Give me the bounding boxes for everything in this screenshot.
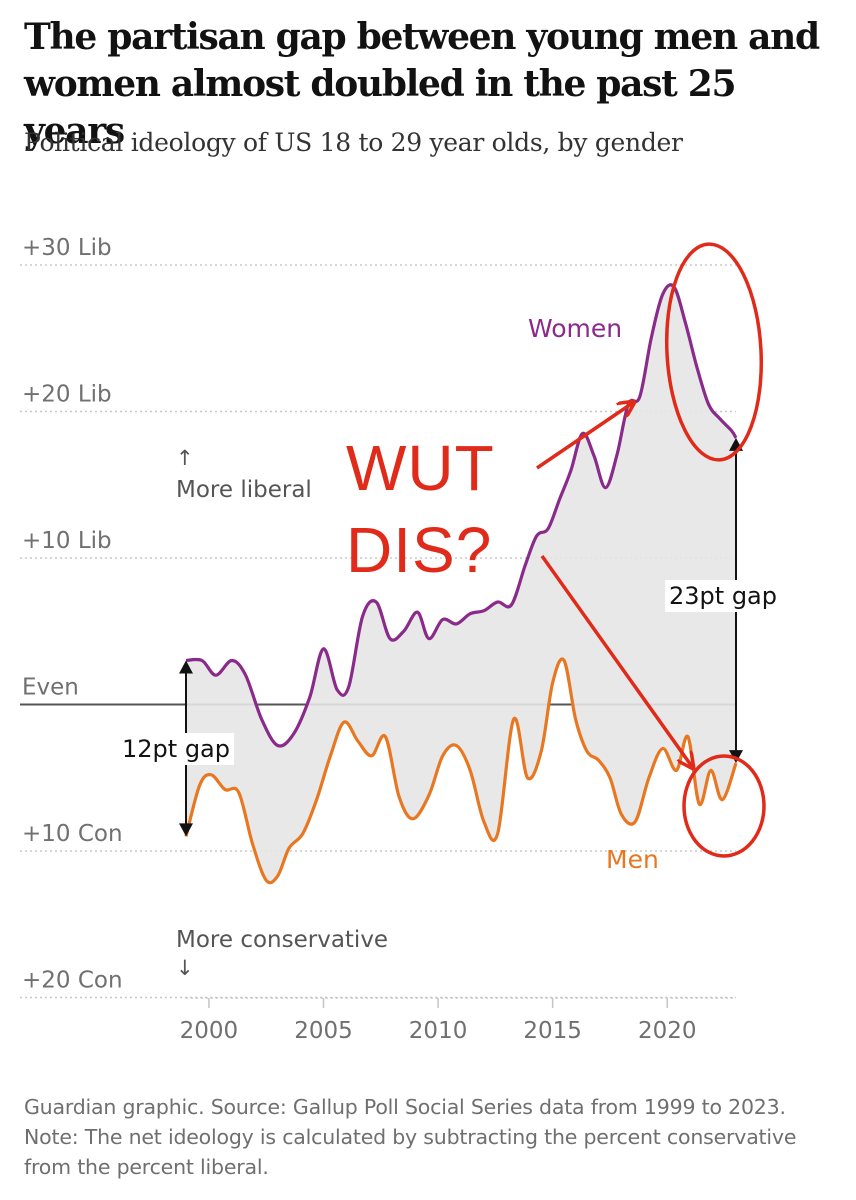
series-label-women: Women [528, 314, 622, 343]
x-tick-label: 2000 [180, 1018, 239, 1044]
series-labels: Women Men [528, 314, 659, 874]
gap-annotations: 12pt gap 23pt gap [118, 437, 781, 837]
chart-title: The partisan gap between young men and w… [24, 16, 820, 152]
gap-1999-label: 12pt gap [122, 735, 230, 763]
x-tick-label: 2020 [638, 1018, 697, 1044]
gap-1999-arrowhead-down [179, 823, 193, 837]
x-tick-label: 2015 [523, 1018, 582, 1044]
handwritten-markup: WUT DIS? [346, 242, 766, 858]
chart-subtitle: Political ideology of US 18 to 29 year o… [24, 128, 683, 157]
y-tick-label: +10 Lib [22, 528, 112, 554]
gap-area [186, 284, 736, 883]
y-tick-label: +20 Con [22, 968, 123, 994]
y-tick-label: +30 Lib [22, 235, 112, 261]
more-conservative-arrow: ↓ [176, 956, 194, 980]
source-note: Guardian graphic. Source: Gallup Poll So… [24, 1095, 797, 1179]
x-tick-label: 2005 [294, 1018, 353, 1044]
direction-labels: ↑ More liberal More conservative ↓ [176, 446, 388, 980]
gap-2023-label: 23pt gap [669, 582, 777, 610]
more-liberal-label: More liberal [176, 477, 312, 503]
markup-circle-men-end [682, 754, 766, 858]
y-tick-label: +10 Con [22, 821, 123, 847]
series-label-men: Men [606, 845, 659, 874]
y-tick-label: Even [22, 675, 79, 701]
series-line-men [184, 657, 738, 885]
x-axis: 2000 2005 2010 2015 2020 [180, 997, 736, 1044]
y-tick-label: +20 Lib [22, 382, 112, 408]
gap-shading [186, 284, 736, 883]
markup-arrow-to-men [540, 554, 693, 768]
gap-1999-label-bg [118, 733, 234, 765]
markup-circle-women-peak [664, 242, 764, 462]
more-conservative-label: More conservative [176, 927, 388, 953]
series-lines [184, 283, 738, 885]
more-liberal-arrow: ↑ [176, 446, 194, 470]
series-line-women [185, 283, 738, 748]
x-tick-label: 2010 [409, 1018, 468, 1044]
markup-dis-text: DIS? [346, 514, 492, 586]
y-axis: +30 Lib +20 Lib +10 Lib Even +10 Con +20 Con [22, 235, 123, 994]
markup-wut-text: WUT [346, 432, 495, 504]
gap-2023-label-bg [665, 580, 781, 612]
gap-1999-arrowhead-up [179, 660, 193, 674]
markup-arrow-to-women [536, 402, 634, 470]
